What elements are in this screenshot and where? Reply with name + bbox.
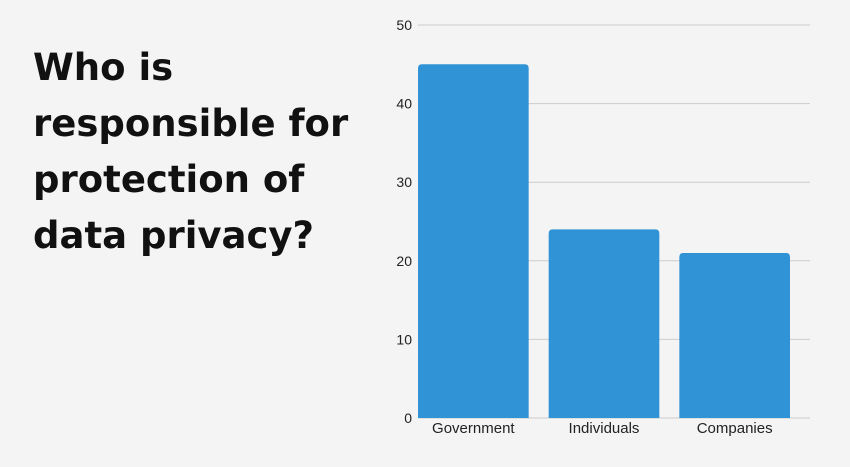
x-category-label: Government [432, 420, 515, 437]
bar-companies [679, 252, 790, 418]
bars [418, 64, 790, 419]
title-line: protection of [33, 158, 305, 201]
title-line: Who is [33, 46, 174, 89]
y-tick-label: 0 [404, 410, 412, 426]
y-tick-label: 40 [396, 96, 412, 112]
bar-individuals [548, 229, 660, 418]
x-category-label: Companies [697, 420, 773, 437]
y-tick-label: 10 [396, 331, 412, 347]
title-line: responsible for [33, 102, 349, 145]
title-line: data privacy? [33, 214, 315, 257]
bar-government [418, 64, 529, 419]
x-category-label: Individuals [569, 420, 640, 437]
page-title: Who is responsible for protection of dat… [33, 40, 353, 264]
y-tick-label: 20 [396, 253, 412, 269]
y-tick-label: 30 [396, 174, 412, 190]
y-axis-ticks: 0 10 20 30 40 50 [396, 17, 412, 426]
y-tick-label: 50 [396, 17, 412, 33]
x-axis-labels: Government Individuals Companies [432, 420, 773, 437]
